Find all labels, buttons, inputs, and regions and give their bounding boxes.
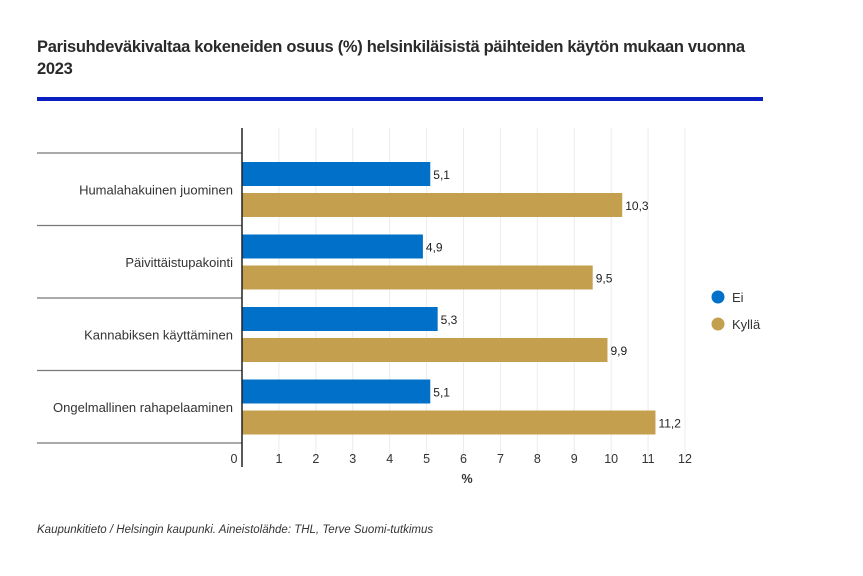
legend-marker-kyllä [711,317,725,331]
x-axis-label: % [461,472,472,486]
x-tick-label: 1 [275,452,282,466]
x-tick-label: 2 [312,452,319,466]
bar-kyllä [242,265,593,290]
category-label: Päivittäistupakointi [125,255,233,270]
category-label: Humalahakuinen juominen [79,182,233,197]
bar-kyllä [242,410,656,435]
x-tick-label: 12 [678,452,692,466]
x-tick-label: 11 [642,452,655,466]
category-label: Ongelmallinen rahapelaaminen [53,400,233,415]
data-label: 11,2 [658,417,681,431]
bar-ei [242,379,431,404]
data-label: 9,5 [596,272,613,286]
x-tick-label: 5 [423,452,430,466]
title-rule [37,97,763,101]
x-tick-label: 7 [497,452,504,466]
chart-title: Parisuhdeväkivaltaa kokeneiden osuus (%)… [37,38,745,78]
x-tick-label: 3 [349,452,356,466]
data-label: 5,1 [433,386,450,400]
legend-label: Ei [732,290,744,305]
bar-kyllä [242,193,623,217]
data-label: 5,3 [441,313,458,327]
bar-kyllä [242,338,608,362]
x-tick-label: 6 [460,452,467,466]
x-tick-label: 8 [534,452,541,466]
x-tick-label: 4 [386,452,393,466]
bar-ei [242,162,431,186]
bar-ei [242,234,423,259]
x-tick-label: 10 [604,452,618,466]
data-label: 5,1 [433,168,450,182]
x-tick-label: 0 [231,452,238,466]
legend-marker-ei [711,290,725,304]
legend-label: Kyllä [732,317,761,332]
data-label: 4,9 [426,241,443,255]
source-note: Kaupunkitieto / Helsingin kaupunki. Aine… [37,524,434,536]
bar-ei [242,307,438,331]
category-label: Kannabiksen käyttäminen [84,327,233,342]
data-label: 9,9 [610,344,627,358]
x-tick-label: 9 [571,452,578,466]
data-label: 10,3 [625,199,649,213]
